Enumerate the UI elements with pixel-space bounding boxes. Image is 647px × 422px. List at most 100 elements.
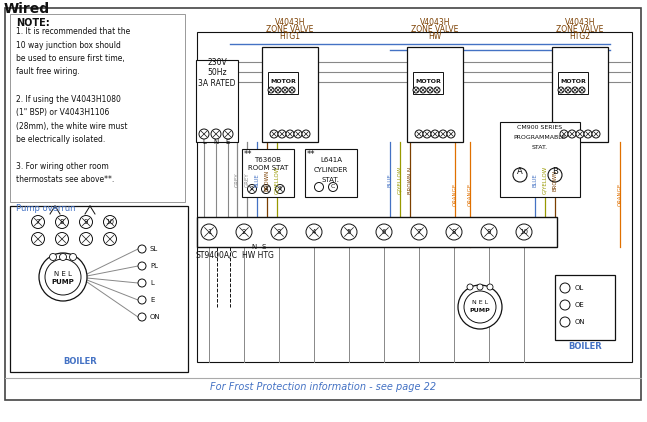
Text: BLUE: BLUE <box>532 173 538 187</box>
Text: L: L <box>150 280 154 286</box>
Text: ORANGE: ORANGE <box>452 182 457 206</box>
Circle shape <box>104 233 116 246</box>
Text: BROWN N: BROWN N <box>408 166 413 194</box>
Text: L641A: L641A <box>320 157 342 163</box>
Text: 10: 10 <box>105 219 115 225</box>
Text: **: ** <box>307 150 316 159</box>
Circle shape <box>199 129 209 139</box>
Text: C: C <box>331 184 335 189</box>
Text: GREY: GREY <box>234 173 239 187</box>
Circle shape <box>276 184 285 194</box>
Text: 8: 8 <box>452 229 456 235</box>
Text: 9: 9 <box>487 229 491 235</box>
Circle shape <box>286 130 294 138</box>
Bar <box>10 14 185 202</box>
Circle shape <box>138 313 146 321</box>
Text: ON: ON <box>575 319 586 325</box>
Circle shape <box>56 233 69 246</box>
Text: ZONE VALVE: ZONE VALVE <box>411 25 459 34</box>
Text: PUMP: PUMP <box>470 308 490 314</box>
Text: L: L <box>202 139 206 145</box>
Text: N E L: N E L <box>472 300 488 305</box>
Text: MOTOR: MOTOR <box>270 79 296 84</box>
Circle shape <box>294 130 302 138</box>
Text: G/YELLOW: G/YELLOW <box>397 166 402 194</box>
Circle shape <box>420 87 426 93</box>
Text: BLUE: BLUE <box>254 173 259 187</box>
Circle shape <box>211 129 221 139</box>
Text: A: A <box>517 167 523 176</box>
Circle shape <box>50 254 56 260</box>
Circle shape <box>446 224 462 240</box>
Circle shape <box>413 87 419 93</box>
Circle shape <box>558 87 564 93</box>
Text: MOTOR: MOTOR <box>560 79 586 84</box>
Text: BROWN: BROWN <box>265 169 270 191</box>
Text: BOILER: BOILER <box>63 357 97 366</box>
Text: ROOM STAT: ROOM STAT <box>248 165 288 171</box>
Text: N: N <box>214 139 219 145</box>
Bar <box>500 122 580 197</box>
Bar <box>242 149 294 197</box>
Circle shape <box>60 254 67 260</box>
Text: NOTE:: NOTE: <box>16 18 50 28</box>
Text: (1" BSP) or V4043H1106: (1" BSP) or V4043H1106 <box>16 108 109 117</box>
Circle shape <box>278 130 286 138</box>
Circle shape <box>579 87 585 93</box>
Text: 3. For wiring other room: 3. For wiring other room <box>16 162 109 171</box>
Bar <box>558 72 588 94</box>
Text: 1. It is recommended that the: 1. It is recommended that the <box>16 27 130 36</box>
Circle shape <box>481 224 497 240</box>
Circle shape <box>261 184 270 194</box>
Circle shape <box>376 224 392 240</box>
Circle shape <box>560 283 570 293</box>
Circle shape <box>467 284 473 290</box>
Text: V4043H: V4043H <box>565 18 595 27</box>
Circle shape <box>477 284 483 290</box>
Circle shape <box>411 224 427 240</box>
Circle shape <box>584 130 592 138</box>
Circle shape <box>289 87 295 93</box>
Text: SL: SL <box>150 246 159 252</box>
Circle shape <box>32 216 45 228</box>
Circle shape <box>516 224 532 240</box>
Circle shape <box>45 259 81 295</box>
Text: 8: 8 <box>60 219 64 225</box>
Text: (28mm), the white wire must: (28mm), the white wire must <box>16 122 127 130</box>
Text: thermostats see above**.: thermostats see above**. <box>16 176 115 184</box>
Circle shape <box>104 216 116 228</box>
Bar <box>552 47 608 142</box>
Circle shape <box>306 224 322 240</box>
Text: STAT.: STAT. <box>532 145 548 150</box>
Text: 1: 1 <box>264 187 268 192</box>
Bar <box>197 32 632 362</box>
Circle shape <box>572 87 578 93</box>
Circle shape <box>138 296 146 304</box>
Circle shape <box>236 224 252 240</box>
Bar <box>10 206 188 372</box>
Text: G/YELLOW: G/YELLOW <box>274 166 280 194</box>
Bar <box>555 275 615 340</box>
Circle shape <box>427 87 433 93</box>
Text: HTG1: HTG1 <box>280 32 300 41</box>
Text: MOTOR: MOTOR <box>415 79 441 84</box>
Circle shape <box>487 284 493 290</box>
Circle shape <box>447 130 455 138</box>
Text: PROGRAMMABLE: PROGRAMMABLE <box>514 135 566 140</box>
Text: ON: ON <box>150 314 160 320</box>
Circle shape <box>275 87 281 93</box>
Circle shape <box>513 168 527 182</box>
Text: CM900 SERIES: CM900 SERIES <box>518 125 562 130</box>
Bar <box>268 72 298 94</box>
Text: HTG2: HTG2 <box>569 32 591 41</box>
Text: E: E <box>150 297 155 303</box>
Text: ZONE VALVE: ZONE VALVE <box>556 25 604 34</box>
Text: V4043H: V4043H <box>420 18 450 27</box>
Text: STAT.: STAT. <box>322 177 340 183</box>
Circle shape <box>314 182 324 192</box>
Text: OL: OL <box>575 285 584 291</box>
Circle shape <box>423 130 431 138</box>
Text: S: S <box>262 244 266 250</box>
Circle shape <box>341 224 357 240</box>
Circle shape <box>565 87 571 93</box>
